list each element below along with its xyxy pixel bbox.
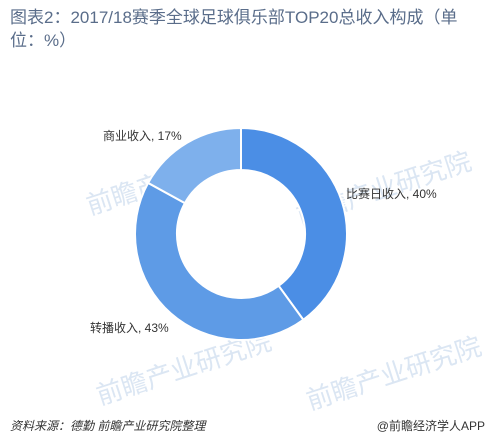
slice-labels: 比赛日收入, 40% 转播收入, 43% 商业收入, 17% [90, 128, 437, 335]
slice-label: 商业收入, 17% [103, 128, 182, 143]
donut-slices [134, 126, 348, 341]
watermark-text: 前瞻产业研究院 [303, 332, 485, 417]
donut-slice [240, 126, 348, 322]
slice-label: 转播收入, 43% [90, 320, 169, 335]
chart-title: 图表2：2017/18赛季全球足球俱乐部TOP20总收入构成（单位：%） [10, 8, 458, 50]
brand-credit: @前瞻经济学人APP [376, 419, 485, 433]
donut-slice [134, 181, 305, 341]
slice-label: 比赛日收入, 40% [346, 186, 437, 201]
donut-slice [146, 126, 242, 205]
source-note: 资料来源：德勤 前瞻产业研究院整理 [10, 419, 206, 433]
